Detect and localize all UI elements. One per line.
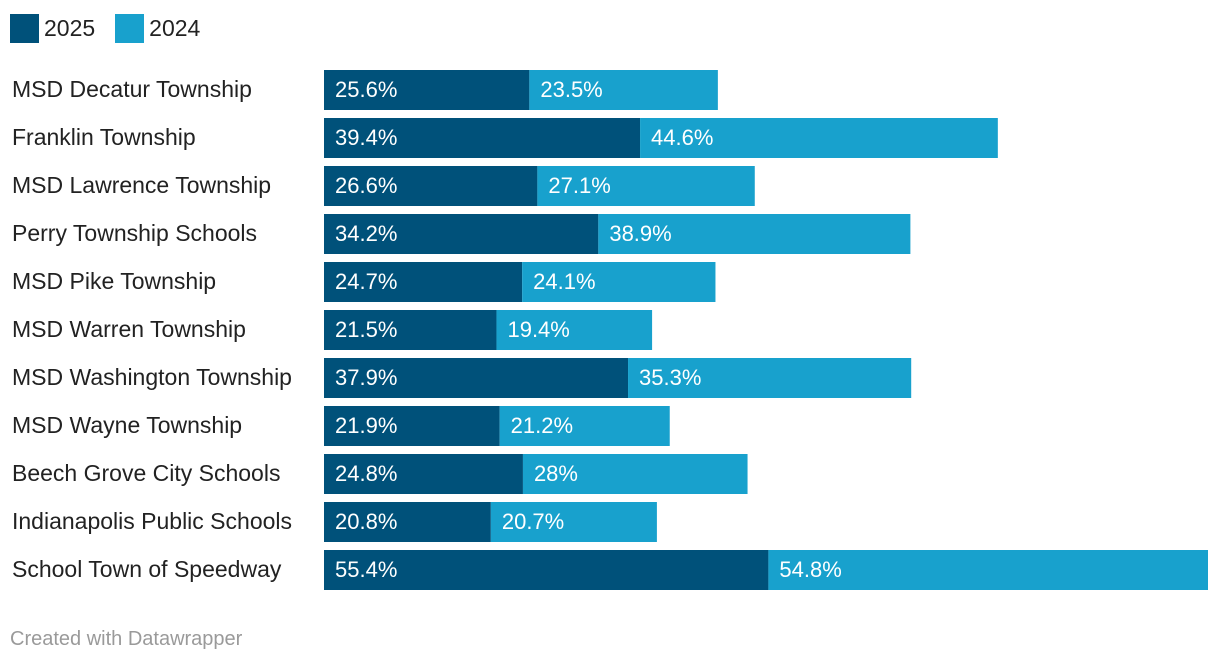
bar-segment-2024 xyxy=(496,310,653,350)
bar-segment-2024 xyxy=(490,502,657,542)
bar-segment-2024 xyxy=(522,454,748,494)
data-label-2025: 25.6% xyxy=(335,77,397,102)
legend-item-2024: 2024 xyxy=(115,13,201,43)
bar-segment-2025 xyxy=(324,262,523,302)
bar-segment-2025 xyxy=(324,454,523,494)
data-label-2024: 35.3% xyxy=(639,365,701,390)
data-label-2024: 54.8% xyxy=(779,557,841,582)
bar-row: Franklin Township 39.4% 44.6% xyxy=(12,118,998,158)
bar-segment-2024 xyxy=(499,406,670,446)
category-label: MSD Decatur Township xyxy=(12,76,252,102)
data-label-2025: 24.7% xyxy=(335,269,397,294)
bar-segment-2025 xyxy=(324,118,641,158)
bar-row: Perry Township Schools 34.2% 38.9% xyxy=(12,214,911,254)
category-label: MSD Pike Township xyxy=(12,268,216,294)
data-label-2025: 26.6% xyxy=(335,173,397,198)
footer-credit: Created with Datawrapper xyxy=(10,628,243,650)
data-label-2025: 39.4% xyxy=(335,125,397,150)
category-label: School Town of Speedway xyxy=(12,556,282,582)
bar-segment-2025 xyxy=(324,310,497,350)
data-label-2024: 28% xyxy=(534,461,578,486)
bar-segment-2025 xyxy=(324,214,599,254)
category-label: MSD Warren Township xyxy=(12,316,246,342)
legend-swatch xyxy=(115,13,145,43)
data-label-2025: 34.2% xyxy=(335,221,397,246)
data-label-2024: 19.4% xyxy=(507,317,569,342)
bar-row: Indianapolis Public Schools 20.8% 20.7% xyxy=(12,502,657,542)
category-label: Franklin Township xyxy=(12,124,196,150)
bar-row: MSD Washington Township 37.9% 35.3% xyxy=(12,358,912,398)
bar-row: MSD Pike Township 24.7% 24.1% xyxy=(12,262,716,302)
bar-segment-2024 xyxy=(768,550,1208,590)
legend: 2025 2024 xyxy=(10,12,220,44)
legend-label: 2024 xyxy=(149,14,201,41)
data-label-2024: 27.1% xyxy=(548,173,610,198)
bar-segment-2025 xyxy=(324,358,629,398)
bar-row: MSD Warren Township 21.5% 19.4% xyxy=(12,310,653,350)
bar-row: Beech Grove City Schools 24.8% 28% xyxy=(12,454,748,494)
data-label-2024: 38.9% xyxy=(609,221,671,246)
data-label-2025: 24.8% xyxy=(335,461,397,486)
bar-row: MSD Lawrence Township 26.6% 27.1% xyxy=(12,166,755,206)
bar-row: School Town of Speedway 55.4% 54.8% xyxy=(12,550,1208,590)
data-label-2024: 20.7% xyxy=(502,509,564,534)
bar-segment-2025 xyxy=(324,550,769,590)
data-label-2024: 23.5% xyxy=(540,77,602,102)
bar-segment-2025 xyxy=(324,70,530,110)
data-label-2025: 20.8% xyxy=(335,509,397,534)
data-label-2024: 21.2% xyxy=(511,413,573,438)
data-label-2025: 55.4% xyxy=(335,557,397,582)
data-label-2025: 37.9% xyxy=(335,365,397,390)
bar-segment-2024 xyxy=(598,214,911,254)
data-label-2024: 24.1% xyxy=(533,269,595,294)
legend-item-2025: 2025 xyxy=(10,13,96,43)
bar-segment-2024 xyxy=(522,262,716,302)
bar-row: MSD Decatur Township 25.6% 23.5% xyxy=(12,70,718,110)
bar-segment-2025 xyxy=(324,502,491,542)
bar-segment-2024 xyxy=(640,118,998,158)
category-label: MSD Lawrence Township xyxy=(12,172,271,198)
data-label-2024: 44.6% xyxy=(651,125,713,150)
legend-label: 2025 xyxy=(44,14,96,41)
category-label: Beech Grove City Schools xyxy=(12,460,280,486)
bar-segment-2025 xyxy=(324,166,538,206)
legend-swatch xyxy=(10,13,39,43)
bar-segment-2025 xyxy=(324,406,500,446)
category-label: Perry Township Schools xyxy=(12,220,257,246)
data-label-2025: 21.9% xyxy=(335,413,397,438)
bar-segment-2024 xyxy=(537,166,755,206)
data-label-2025: 21.5% xyxy=(335,317,397,342)
category-label: Indianapolis Public Schools xyxy=(12,508,292,534)
bar-row: MSD Wayne Township 21.9% 21.2% xyxy=(12,406,670,446)
category-label: MSD Wayne Township xyxy=(12,412,242,438)
bar-segment-2024 xyxy=(628,358,912,398)
bar-segment-2024 xyxy=(529,70,718,110)
category-label: MSD Washington Township xyxy=(12,364,292,390)
